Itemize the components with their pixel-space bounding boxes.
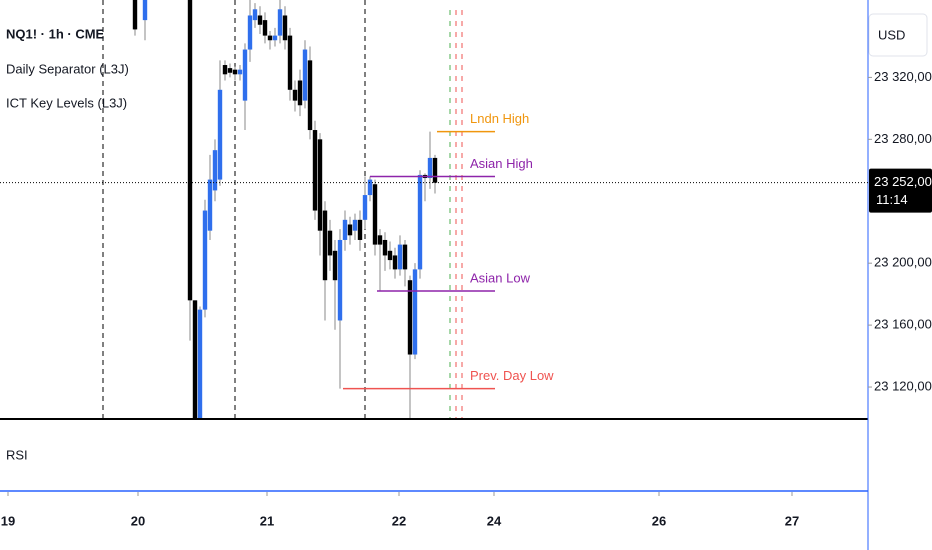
candle-body [432, 157, 438, 183]
candle-body [252, 9, 258, 21]
candle-body [367, 179, 373, 196]
candle-body [317, 139, 323, 231]
candle-body [277, 9, 283, 36]
candle-body [307, 60, 313, 131]
candle-body [322, 210, 328, 281]
candle-body [227, 68, 233, 73]
candle-body [197, 309, 203, 418]
candle-body [217, 89, 223, 180]
candle-body [262, 20, 268, 36]
day-separators [102, 0, 366, 418]
candle-body [207, 179, 213, 231]
last-price-box [869, 168, 932, 213]
currency-box[interactable] [868, 13, 928, 57]
candle-body [402, 244, 408, 270]
currency[interactable]: USD [878, 27, 905, 42]
candle-body [212, 150, 218, 191]
y-tick-label: 23 160,00 [874, 317, 932, 332]
candle-body [192, 300, 198, 418]
candle-body [412, 269, 418, 355]
x-tick-label: 24 [487, 513, 502, 528]
candle-body [267, 35, 273, 41]
x-tick-label: 21 [260, 513, 274, 528]
session-markers [449, 10, 463, 418]
candle-body [237, 69, 243, 75]
indicator-name[interactable]: Daily Separator (L3J) [6, 61, 129, 76]
x-tick-label: 22 [392, 513, 406, 528]
plot [132, 0, 438, 418]
y-tick-label: 23 120,00 [874, 378, 932, 393]
candle-body [392, 255, 398, 270]
candle-body [352, 219, 358, 231]
y-tick-label: 23 320,00 [874, 69, 932, 84]
candle-body [382, 239, 388, 256]
candle-body [247, 15, 253, 50]
candle-body [312, 130, 318, 211]
key-level-label: Asian Low [470, 270, 531, 285]
x-tick-label: 27 [785, 513, 799, 528]
candle-body [142, 0, 148, 21]
candle-body [282, 15, 288, 41]
candle-body [347, 224, 353, 236]
pane-label[interactable]: RSI [6, 447, 28, 462]
candle-body [332, 250, 338, 281]
symbol-title: NQ1! · 1h · CME [6, 26, 105, 41]
candle-body [372, 184, 378, 245]
candle-body [337, 239, 343, 321]
x-tick-label: 26 [652, 513, 666, 528]
candle-body [377, 235, 383, 245]
candle-body [407, 280, 413, 355]
candle-body [272, 35, 278, 41]
y-tick-label: 23 280,00 [874, 131, 932, 146]
candle-body [302, 49, 308, 101]
countdown: 11:14 [876, 192, 908, 207]
candle-body [417, 174, 423, 270]
candle-body [202, 210, 208, 310]
key-level-label: Asian High [470, 156, 533, 171]
candle-body [297, 80, 303, 106]
candle-body [362, 195, 368, 220]
candle-body [397, 244, 403, 270]
indicator-name[interactable]: ICT Key Levels (L3J) [6, 95, 127, 110]
y-tick-label: 23 200,00 [874, 255, 932, 270]
candle-body [222, 65, 228, 75]
candle-body [232, 69, 238, 75]
candle-body [387, 250, 393, 261]
candle-body [187, 0, 193, 301]
candle-body [287, 35, 293, 90]
candle-body [132, 0, 138, 30]
x-tick-label: 19 [1, 513, 15, 528]
last-price-label: 23 252,00 [874, 174, 932, 189]
candle-body [292, 89, 298, 101]
candle-body [427, 157, 433, 179]
candle-body [357, 219, 363, 240]
candle-body [242, 49, 248, 101]
candle-body [342, 219, 348, 240]
candle-body [257, 15, 263, 25]
x-tick-label: 20 [131, 513, 145, 528]
key-level-label: Lndn High [470, 111, 529, 126]
key-level-label: Prev. Day Low [470, 368, 554, 383]
candle-body [327, 230, 333, 256]
